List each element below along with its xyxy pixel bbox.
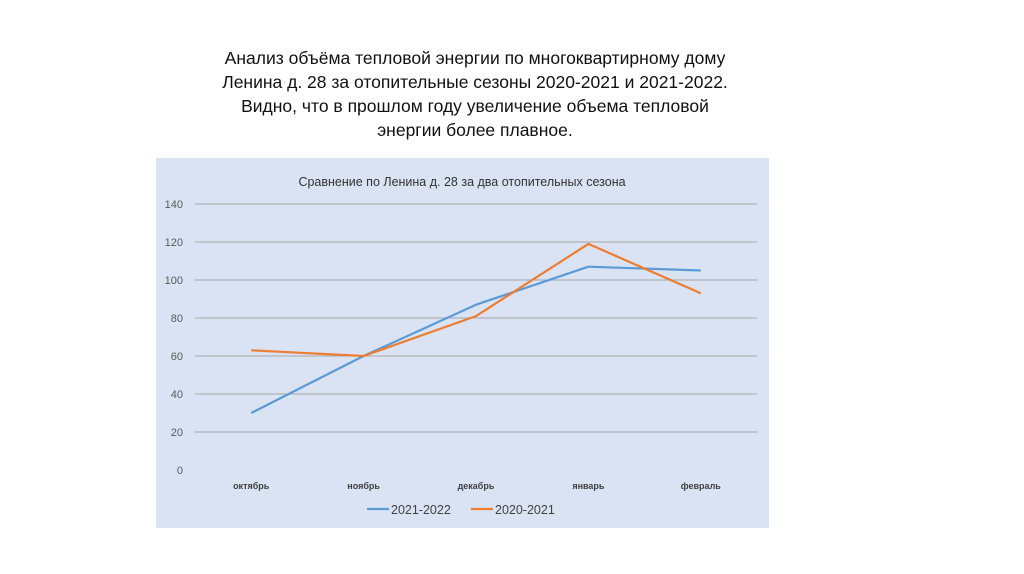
series-line-2020-2021: [251, 242, 702, 358]
y-tick-label: 60: [171, 351, 183, 363]
y-tick-label: 120: [165, 237, 183, 249]
legend-label: 2020-2021: [495, 503, 555, 517]
y-tick-label: 100: [165, 275, 183, 287]
x-tick-label: декабрь: [458, 481, 495, 491]
heading-line: энергии более плавное.: [377, 120, 573, 140]
heading-line: Анализ объёма тепловой энергии по многок…: [224, 48, 726, 68]
y-tick-label: 0: [177, 465, 183, 477]
x-tick-label: октябрь: [233, 481, 270, 491]
heading-line: Ленина д. 28 за отопительные сезоны 2020…: [222, 72, 728, 92]
y-tick-label: 80: [171, 313, 183, 325]
slide-heading: Анализ объёма тепловой энергии по многок…: [150, 46, 800, 142]
y-tick-label: 140: [165, 199, 183, 211]
chart-background: [156, 158, 769, 528]
legend-label: 2021-2022: [391, 503, 451, 517]
y-tick-label: 40: [171, 389, 183, 401]
heading-line: Видно, что в прошлом году увеличение объ…: [241, 96, 709, 116]
x-tick-label: ноябрь: [347, 481, 380, 491]
x-tick-label: январь: [572, 481, 605, 491]
chart-title: Сравнение по Ленина д. 28 за два отопите…: [298, 175, 625, 189]
y-tick-label: 20: [171, 427, 183, 439]
x-tick-label: февраль: [681, 481, 722, 491]
series-line-2021-2022: [250, 265, 701, 414]
